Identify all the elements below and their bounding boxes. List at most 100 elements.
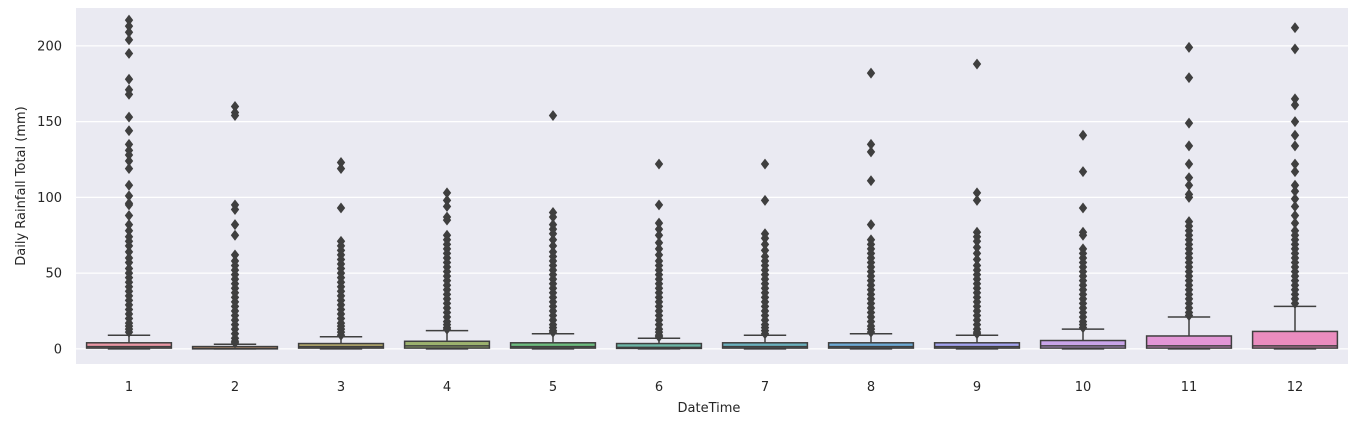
outlier-point xyxy=(124,20,134,32)
outlier-point xyxy=(1290,22,1300,34)
box-iqr xyxy=(827,342,915,349)
outlier-point xyxy=(442,323,452,335)
outlier-point xyxy=(1184,172,1194,184)
outlier-point xyxy=(124,149,134,161)
outlier-point xyxy=(760,244,770,256)
outlier-point xyxy=(972,235,982,247)
outlier-point xyxy=(1078,322,1088,334)
outlier-point xyxy=(124,163,134,175)
outlier-point xyxy=(442,194,452,206)
x-tick-label: 10 xyxy=(1075,380,1092,395)
outlier-point xyxy=(1290,200,1300,212)
box-8 xyxy=(827,67,915,350)
outlier-point xyxy=(124,14,134,26)
x-tick-label: 9 xyxy=(973,380,981,395)
outlier-point xyxy=(336,202,346,214)
x-tick-label: 5 xyxy=(549,380,557,395)
box-1 xyxy=(85,14,173,350)
box-iqr xyxy=(509,342,597,349)
box-10 xyxy=(1039,129,1127,350)
outlier-point xyxy=(336,329,346,341)
outlier-point xyxy=(972,194,982,206)
outlier-point xyxy=(124,179,134,191)
outlier-point xyxy=(654,237,664,249)
outlier-point xyxy=(1184,179,1194,191)
outlier-point xyxy=(866,67,876,79)
outlier-point xyxy=(442,200,452,212)
outlier-point xyxy=(654,331,664,343)
outlier-point xyxy=(972,247,982,259)
outlier-point xyxy=(1078,129,1088,141)
outlier-point xyxy=(1184,72,1194,84)
outlier-point xyxy=(548,211,558,223)
outlier-point xyxy=(124,88,134,100)
outlier-point xyxy=(866,146,876,158)
outlier-point xyxy=(230,101,240,112)
outlier-point xyxy=(972,187,982,199)
outlier-point xyxy=(230,249,240,261)
outlier-point xyxy=(1290,99,1300,111)
outlier-point xyxy=(548,228,558,240)
outlier-point xyxy=(1290,210,1300,222)
outlier-point xyxy=(654,158,664,170)
outlier-point xyxy=(124,73,134,85)
box-iqr xyxy=(85,342,173,349)
x-tick-label: 2 xyxy=(231,380,239,395)
box-iqr xyxy=(933,342,1021,349)
x-tick-label: 1 xyxy=(125,380,133,395)
outlier-point xyxy=(124,199,134,211)
box-2 xyxy=(191,101,279,350)
outlier-point xyxy=(654,223,664,235)
box-11 xyxy=(1145,41,1233,350)
outlier-point xyxy=(1078,229,1088,241)
box-iqr xyxy=(721,342,809,349)
x-tick-label: 8 xyxy=(867,380,875,395)
outlier-point xyxy=(1290,179,1300,191)
x-tick-label: 7 xyxy=(761,380,769,395)
x-tick-label: 3 xyxy=(337,380,345,395)
x-tick-label: 12 xyxy=(1287,380,1304,395)
outlier-point xyxy=(124,111,134,123)
outlier-point xyxy=(124,47,134,59)
outlier-point xyxy=(124,225,134,237)
outlier-point xyxy=(760,238,770,250)
outlier-point xyxy=(1184,310,1194,321)
outlier-point xyxy=(1290,297,1300,309)
outlier-point xyxy=(1184,191,1194,203)
outlier-point xyxy=(654,217,664,229)
outlier-point xyxy=(1078,202,1088,214)
outlier-point xyxy=(124,326,134,338)
box-iqr xyxy=(615,342,703,350)
outlier-point xyxy=(760,158,770,170)
outlier-point xyxy=(654,243,664,255)
y-tick-labels: 0 50 100 150 200 xyxy=(37,39,62,357)
x-axis-label: DateTime xyxy=(678,401,741,416)
box-12 xyxy=(1251,22,1339,350)
y-tick-label: 100 xyxy=(37,191,62,206)
outlier-point xyxy=(1290,116,1300,128)
box-iqr xyxy=(1039,339,1127,349)
outlier-point xyxy=(866,326,876,338)
outlier-point xyxy=(1184,158,1194,170)
x-tick-label: 6 xyxy=(655,380,663,395)
x-tick-label: 11 xyxy=(1181,380,1198,395)
outlier-point xyxy=(760,328,770,340)
outlier-point xyxy=(972,241,982,253)
y-tick-label: 200 xyxy=(37,39,62,54)
outlier-point xyxy=(1290,43,1300,55)
box-7 xyxy=(721,158,809,350)
grid-lines xyxy=(76,45,1348,350)
y-tick-label: 0 xyxy=(54,342,62,357)
outlier-point xyxy=(972,58,982,70)
outlier-point xyxy=(1290,166,1300,178)
outlier-point xyxy=(1290,93,1300,105)
outlier-point xyxy=(866,219,876,231)
box-iqr xyxy=(403,340,491,349)
outlier-point xyxy=(548,240,558,252)
outlier-point xyxy=(124,190,134,202)
outlier-point xyxy=(336,163,346,175)
outlier-point xyxy=(124,125,134,137)
outlier-point xyxy=(654,229,664,241)
outlier-point xyxy=(124,240,134,252)
